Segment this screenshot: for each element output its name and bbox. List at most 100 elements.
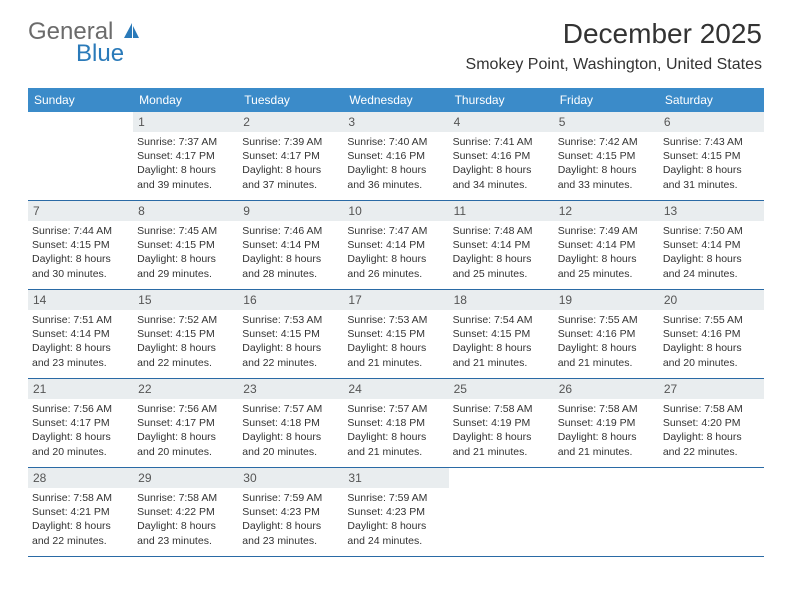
sunset-text: Sunset: 4:16 PM (663, 327, 760, 341)
day-header-saturday: Saturday (659, 88, 764, 112)
day-cell: 23Sunrise: 7:57 AMSunset: 4:18 PMDayligh… (238, 379, 343, 467)
daylight-text: Daylight: 8 hours and 31 minutes. (663, 163, 760, 191)
sunrise-text: Sunrise: 7:57 AM (347, 402, 444, 416)
title-block: December 2025 Smokey Point, Washington, … (466, 18, 762, 74)
day-details: Sunrise: 7:42 AMSunset: 4:15 PMDaylight:… (558, 135, 655, 192)
weeks-container: 1Sunrise: 7:37 AMSunset: 4:17 PMDaylight… (28, 112, 764, 557)
day-cell (28, 112, 133, 200)
day-cell: 30 Sunrise: 7:59 AMSunset: 4:23 PMDayligh… (238, 468, 343, 556)
week-row: 21 Sunrise: 7:56 AMSunset: 4:17 PMDayligh… (28, 379, 764, 468)
sunset-text: Sunset: 4:22 PM (137, 505, 234, 519)
sunrise-text: Sunrise: 7:49 AM (558, 224, 655, 238)
day-cell: 18Sunrise: 7:54 AMSunset: 4:15 PMDayligh… (449, 290, 554, 378)
sunset-text: Sunset: 4:14 PM (663, 238, 760, 252)
sunset-text: Sunset: 4:14 PM (453, 238, 550, 252)
sunset-text: Sunset: 4:15 PM (242, 327, 339, 341)
daylight-text: Daylight: 8 hours and 22 minutes. (663, 430, 760, 458)
day-number: 7 (28, 201, 133, 221)
day-details: Sunrise: 7:46 AMSunset: 4:14 PMDaylight:… (242, 224, 339, 281)
day-cell: 8Sunrise: 7:45 AMSunset: 4:15 PMDaylight… (133, 201, 238, 289)
day-number: 8 (133, 201, 238, 221)
day-number: 21 (28, 379, 133, 399)
sunrise-text: Sunrise: 7:53 AM (347, 313, 444, 327)
day-details: Sunrise: 7:40 AMSunset: 4:16 PMDaylight:… (347, 135, 444, 192)
day-details: Sunrise: 7:58 AMSunset: 4:21 PMDaylight:… (32, 491, 129, 548)
day-cell: 15Sunrise: 7:52 AMSunset: 4:15 PMDayligh… (133, 290, 238, 378)
day-header-sunday: Sunday (28, 88, 133, 112)
day-header-friday: Friday (554, 88, 659, 112)
day-details: Sunrise: 7:47 AMSunset: 4:14 PMDaylight:… (347, 224, 444, 281)
location-subtitle: Smokey Point, Washington, United States (466, 56, 762, 74)
day-number: 17 (343, 290, 448, 310)
day-number: 12 (554, 201, 659, 221)
day-number: 4 (449, 112, 554, 132)
sunrise-text: Sunrise: 7:39 AM (242, 135, 339, 149)
sunrise-text: Sunrise: 7:54 AM (453, 313, 550, 327)
month-title: December 2025 (466, 18, 762, 50)
day-details: Sunrise: 7:59 AMSunset: 4:23 PMDaylight:… (242, 491, 339, 548)
day-number: 20 (659, 290, 764, 310)
sunrise-text: Sunrise: 7:40 AM (347, 135, 444, 149)
day-number: 30 (238, 468, 343, 488)
sunset-text: Sunset: 4:15 PM (453, 327, 550, 341)
day-number: 31 (343, 468, 448, 488)
day-details: Sunrise: 7:58 AMSunset: 4:22 PMDaylight:… (137, 491, 234, 548)
daylight-text: Daylight: 8 hours and 21 minutes. (347, 430, 444, 458)
day-number: 2 (238, 112, 343, 132)
sunrise-text: Sunrise: 7:55 AM (558, 313, 655, 327)
daylight-text: Daylight: 8 hours and 23 minutes. (32, 341, 129, 369)
daylight-text: Daylight: 8 hours and 25 minutes. (558, 252, 655, 280)
day-details: Sunrise: 7:51 AMSunset: 4:14 PMDaylight:… (32, 313, 129, 370)
day-details: Sunrise: 7:57 AMSunset: 4:18 PMDaylight:… (347, 402, 444, 459)
day-cell: 7Sunrise: 7:44 AMSunset: 4:15 PMDaylight… (28, 201, 133, 289)
day-cell: 17Sunrise: 7:53 AMSunset: 4:15 PMDayligh… (343, 290, 448, 378)
day-cell: 26Sunrise: 7:58 AMSunset: 4:19 PMDayligh… (554, 379, 659, 467)
day-number: 28 (28, 468, 133, 488)
daylight-text: Daylight: 8 hours and 21 minutes. (558, 430, 655, 458)
day-cell: 1Sunrise: 7:37 AMSunset: 4:17 PMDaylight… (133, 112, 238, 200)
calendar-grid: Sunday Monday Tuesday Wednesday Thursday… (0, 88, 792, 557)
sunrise-text: Sunrise: 7:59 AM (347, 491, 444, 505)
sail-icon (122, 21, 142, 46)
sunrise-text: Sunrise: 7:55 AM (663, 313, 760, 327)
day-details: Sunrise: 7:39 AMSunset: 4:17 PMDaylight:… (242, 135, 339, 192)
daylight-text: Daylight: 8 hours and 20 minutes. (32, 430, 129, 458)
day-details: Sunrise: 7:37 AMSunset: 4:17 PMDaylight:… (137, 135, 234, 192)
page-header: General Blue December 2025 Smokey Point,… (0, 0, 792, 82)
sunset-text: Sunset: 4:17 PM (137, 149, 234, 163)
sunrise-text: Sunrise: 7:42 AM (558, 135, 655, 149)
daylight-text: Daylight: 8 hours and 24 minutes. (347, 519, 444, 547)
sunrise-text: Sunrise: 7:46 AM (242, 224, 339, 238)
sunset-text: Sunset: 4:14 PM (558, 238, 655, 252)
sunset-text: Sunset: 4:15 PM (137, 327, 234, 341)
day-cell (554, 468, 659, 556)
daylight-text: Daylight: 8 hours and 23 minutes. (137, 519, 234, 547)
day-details: Sunrise: 7:57 AMSunset: 4:18 PMDaylight:… (242, 402, 339, 459)
daylight-text: Daylight: 8 hours and 22 minutes. (137, 341, 234, 369)
day-cell: 2 Sunrise: 7:39 AMSunset: 4:17 PMDaylight… (238, 112, 343, 200)
day-cell: 19Sunrise: 7:55 AMSunset: 4:16 PMDayligh… (554, 290, 659, 378)
sunrise-text: Sunrise: 7:47 AM (347, 224, 444, 238)
daylight-text: Daylight: 8 hours and 39 minutes. (137, 163, 234, 191)
day-details: Sunrise: 7:54 AMSunset: 4:15 PMDaylight:… (453, 313, 550, 370)
sunset-text: Sunset: 4:15 PM (663, 149, 760, 163)
day-number: 16 (238, 290, 343, 310)
day-details: Sunrise: 7:56 AMSunset: 4:17 PMDaylight:… (32, 402, 129, 459)
daylight-text: Daylight: 8 hours and 23 minutes. (242, 519, 339, 547)
sunrise-text: Sunrise: 7:58 AM (453, 402, 550, 416)
day-number: 13 (659, 201, 764, 221)
day-number: 19 (554, 290, 659, 310)
day-cell: 29Sunrise: 7:58 AMSunset: 4:22 PMDayligh… (133, 468, 238, 556)
sunrise-text: Sunrise: 7:58 AM (558, 402, 655, 416)
sunset-text: Sunset: 4:21 PM (32, 505, 129, 519)
day-cell: 4Sunrise: 7:41 AMSunset: 4:16 PMDaylight… (449, 112, 554, 200)
daylight-text: Daylight: 8 hours and 30 minutes. (32, 252, 129, 280)
day-details: Sunrise: 7:49 AMSunset: 4:14 PMDaylight:… (558, 224, 655, 281)
day-header-row: Sunday Monday Tuesday Wednesday Thursday… (28, 88, 764, 112)
day-cell: 27Sunrise: 7:58 AMSunset: 4:20 PMDayligh… (659, 379, 764, 467)
day-cell: 9Sunrise: 7:46 AMSunset: 4:14 PMDaylight… (238, 201, 343, 289)
day-details: Sunrise: 7:55 AMSunset: 4:16 PMDaylight:… (663, 313, 760, 370)
sunset-text: Sunset: 4:17 PM (242, 149, 339, 163)
day-number: 5 (554, 112, 659, 132)
sunset-text: Sunset: 4:19 PM (558, 416, 655, 430)
